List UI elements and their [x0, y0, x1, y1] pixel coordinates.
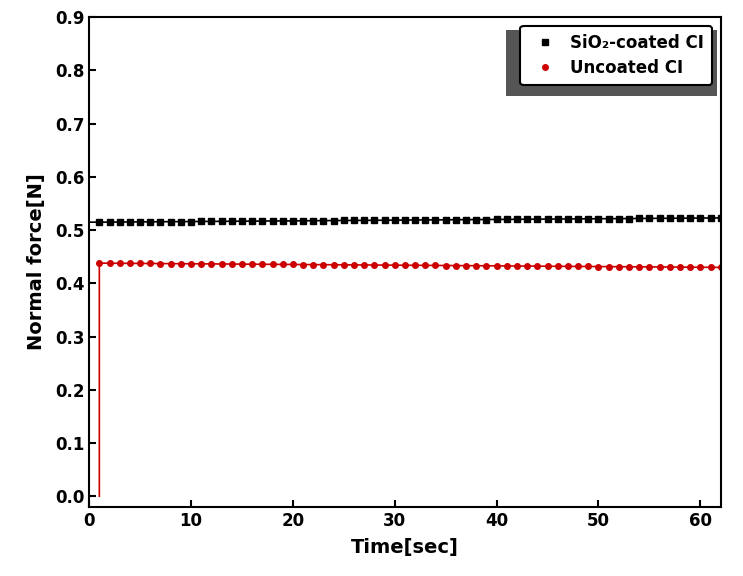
Y-axis label: Normal force[N]: Normal force[N] — [27, 174, 47, 350]
Legend: SiO₂-coated CI, Uncoated CI: SiO₂-coated CI, Uncoated CI — [520, 25, 713, 85]
SiO₂-coated CI — [217, 218, 226, 225]
Uncoated CI — [146, 260, 155, 267]
SiO₂-coated CI — [95, 219, 104, 226]
Line: SiO₂-coated CI: SiO₂-coated CI — [97, 215, 724, 225]
SiO₂-coated CI — [146, 218, 155, 225]
Uncoated CI — [95, 260, 104, 267]
SiO₂-coated CI — [258, 218, 267, 225]
Uncoated CI — [635, 263, 643, 270]
Uncoated CI — [472, 262, 481, 269]
Uncoated CI — [706, 264, 715, 271]
Line: Uncoated CI: Uncoated CI — [97, 260, 724, 270]
Uncoated CI — [258, 261, 267, 268]
X-axis label: Time[sec]: Time[sec] — [351, 538, 459, 557]
SiO₂-coated CI — [706, 214, 715, 221]
Uncoated CI — [716, 264, 725, 271]
SiO₂-coated CI — [635, 215, 643, 222]
SiO₂-coated CI — [472, 216, 481, 223]
FancyBboxPatch shape — [506, 31, 716, 96]
Uncoated CI — [217, 260, 226, 267]
SiO₂-coated CI — [716, 214, 725, 221]
